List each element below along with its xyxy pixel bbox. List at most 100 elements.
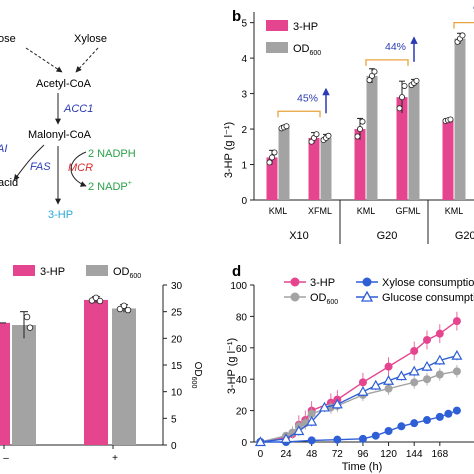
data-point bbox=[435, 412, 444, 421]
legend-label-od: OD600 bbox=[310, 292, 338, 306]
y-tick-label: 60 bbox=[236, 344, 248, 355]
replicate-point bbox=[313, 131, 320, 138]
replicate-point bbox=[283, 123, 290, 130]
enzyme-fas: FAS bbox=[30, 161, 51, 173]
data-point bbox=[306, 415, 318, 426]
data-point bbox=[358, 378, 367, 387]
replicate-point bbox=[401, 82, 408, 89]
pathway-diagram: ose Xylose Acetyl-CoA ACC1 Malonyl-CoA A… bbox=[0, 33, 136, 221]
panel-b-categories: KMLXFMLX10KMLGFMLG20KMLXG20X10 bbox=[269, 200, 474, 244]
panel-b-axes: 0 1 2 3 4 5 bbox=[241, 12, 474, 207]
panel-b-bars: 45% 44% 91% bbox=[266, 4, 474, 200]
data-point bbox=[307, 409, 316, 418]
pathway-product-3hp: 3-HP bbox=[48, 209, 73, 221]
enzyme-mcr: MCR bbox=[68, 162, 93, 174]
increase-label: 91% bbox=[473, 4, 474, 16]
replicate-point bbox=[459, 32, 466, 39]
replicate-point bbox=[447, 116, 454, 123]
data-point bbox=[280, 433, 292, 443]
dashed-arrow bbox=[75, 47, 99, 73]
x-tick-label: 48 bbox=[306, 449, 318, 460]
group-label: X10 bbox=[289, 230, 309, 242]
data-point bbox=[423, 335, 432, 344]
y-tick-label: 5 bbox=[241, 19, 247, 30]
data-point bbox=[333, 435, 342, 444]
panel-b-ylabel: 3-HP (g l⁻¹) bbox=[223, 122, 235, 178]
data-point bbox=[307, 436, 316, 445]
y-tick-label: 25 bbox=[171, 308, 183, 319]
data-point bbox=[357, 386, 369, 396]
data-point bbox=[254, 436, 266, 447]
y-tick-label: 4 bbox=[241, 54, 247, 65]
comparison-bracket bbox=[453, 21, 474, 29]
data-point bbox=[408, 365, 420, 376]
panel-d-series bbox=[254, 311, 463, 447]
replicate-point bbox=[398, 94, 405, 101]
data-point bbox=[444, 409, 453, 418]
bar-3hp bbox=[308, 137, 320, 200]
data-point bbox=[452, 367, 461, 376]
y-tick-label: 10 bbox=[171, 388, 183, 399]
dashed-arrow bbox=[25, 47, 63, 73]
panel-c-bars bbox=[0, 294, 136, 445]
data-point bbox=[451, 349, 463, 360]
bar-3hp bbox=[266, 157, 278, 200]
increase-label: 44% bbox=[385, 41, 406, 53]
data-point bbox=[293, 425, 305, 436]
x-tick-label: 120 bbox=[380, 449, 397, 460]
y-tick-label: 1 bbox=[241, 161, 247, 172]
cofactor-arrow bbox=[70, 151, 87, 187]
y-tick-label: 2 bbox=[241, 125, 247, 136]
panel-d: d 3-HP (g l⁻¹) Time (h) 0 20 40 60 80 100 0 24 4… bbox=[226, 263, 474, 473]
enzyme-acc1: ACC1 bbox=[63, 103, 93, 115]
y-tick-label: 20 bbox=[171, 334, 183, 345]
data-point bbox=[423, 375, 432, 384]
legend-label-3hp: 3-HP bbox=[40, 266, 65, 278]
legend-swatch-3hp bbox=[13, 265, 35, 276]
legend-marker-3hp bbox=[290, 277, 300, 287]
category-label: KML bbox=[269, 206, 288, 216]
data-point bbox=[434, 354, 446, 365]
data-point bbox=[370, 379, 382, 390]
data-point bbox=[423, 416, 432, 425]
replicate-point bbox=[23, 313, 31, 321]
replicate-point bbox=[359, 118, 366, 125]
pathway-malonyl-coa: Malonyl-CoA bbox=[28, 129, 92, 141]
panel-d-xlabel: Time (h) bbox=[342, 461, 383, 473]
y-tick-label: 3 bbox=[241, 90, 247, 101]
replicate-point bbox=[354, 133, 361, 140]
legend-label-3hp: 3-HP bbox=[310, 277, 335, 289]
bar-od600 bbox=[366, 75, 378, 200]
bar-3hp bbox=[354, 129, 366, 200]
x-tick-label: 24 bbox=[280, 449, 292, 460]
replicate-point bbox=[271, 149, 278, 156]
bar-od600 bbox=[408, 82, 420, 200]
bar-3hp bbox=[0, 322, 10, 445]
data-point bbox=[410, 419, 419, 428]
panel-d-legend: 3-HP OD600 Xylose consumption Glucose co… bbox=[284, 277, 474, 306]
y-tick-label: 30 bbox=[171, 281, 183, 292]
legend-label-xylose: Xylose consumption bbox=[382, 277, 474, 289]
comparison-bracket bbox=[277, 110, 321, 118]
cofactor-nadph: 2 NADPH bbox=[88, 148, 136, 160]
x-tick-label: 96 bbox=[357, 449, 369, 460]
arrow bbox=[13, 144, 45, 181]
pathway-fatty-acid: acid bbox=[0, 177, 18, 189]
replicate-point bbox=[356, 126, 363, 133]
y-tick-label: 0 bbox=[171, 441, 177, 452]
category-label: GFML bbox=[395, 206, 420, 216]
bar-od600 bbox=[112, 308, 136, 445]
x-tick-label: 72 bbox=[332, 449, 344, 460]
data-point bbox=[421, 360, 433, 371]
bar-3hp bbox=[396, 97, 408, 200]
pathway-substrate-xylose: Xylose bbox=[74, 33, 107, 45]
x-tick-label: 144 bbox=[406, 449, 423, 460]
panel-d-axes: 0 20 40 60 80 100 0 24 48 72 96 120 144 168 bbox=[230, 281, 474, 460]
x-tick-label: + bbox=[112, 453, 118, 464]
bar-od600 bbox=[12, 325, 36, 445]
replicate-point bbox=[26, 324, 34, 331]
y-tick-label: 80 bbox=[236, 312, 248, 323]
y-tick-label: 0 bbox=[241, 438, 247, 449]
replicate-point bbox=[266, 159, 273, 166]
